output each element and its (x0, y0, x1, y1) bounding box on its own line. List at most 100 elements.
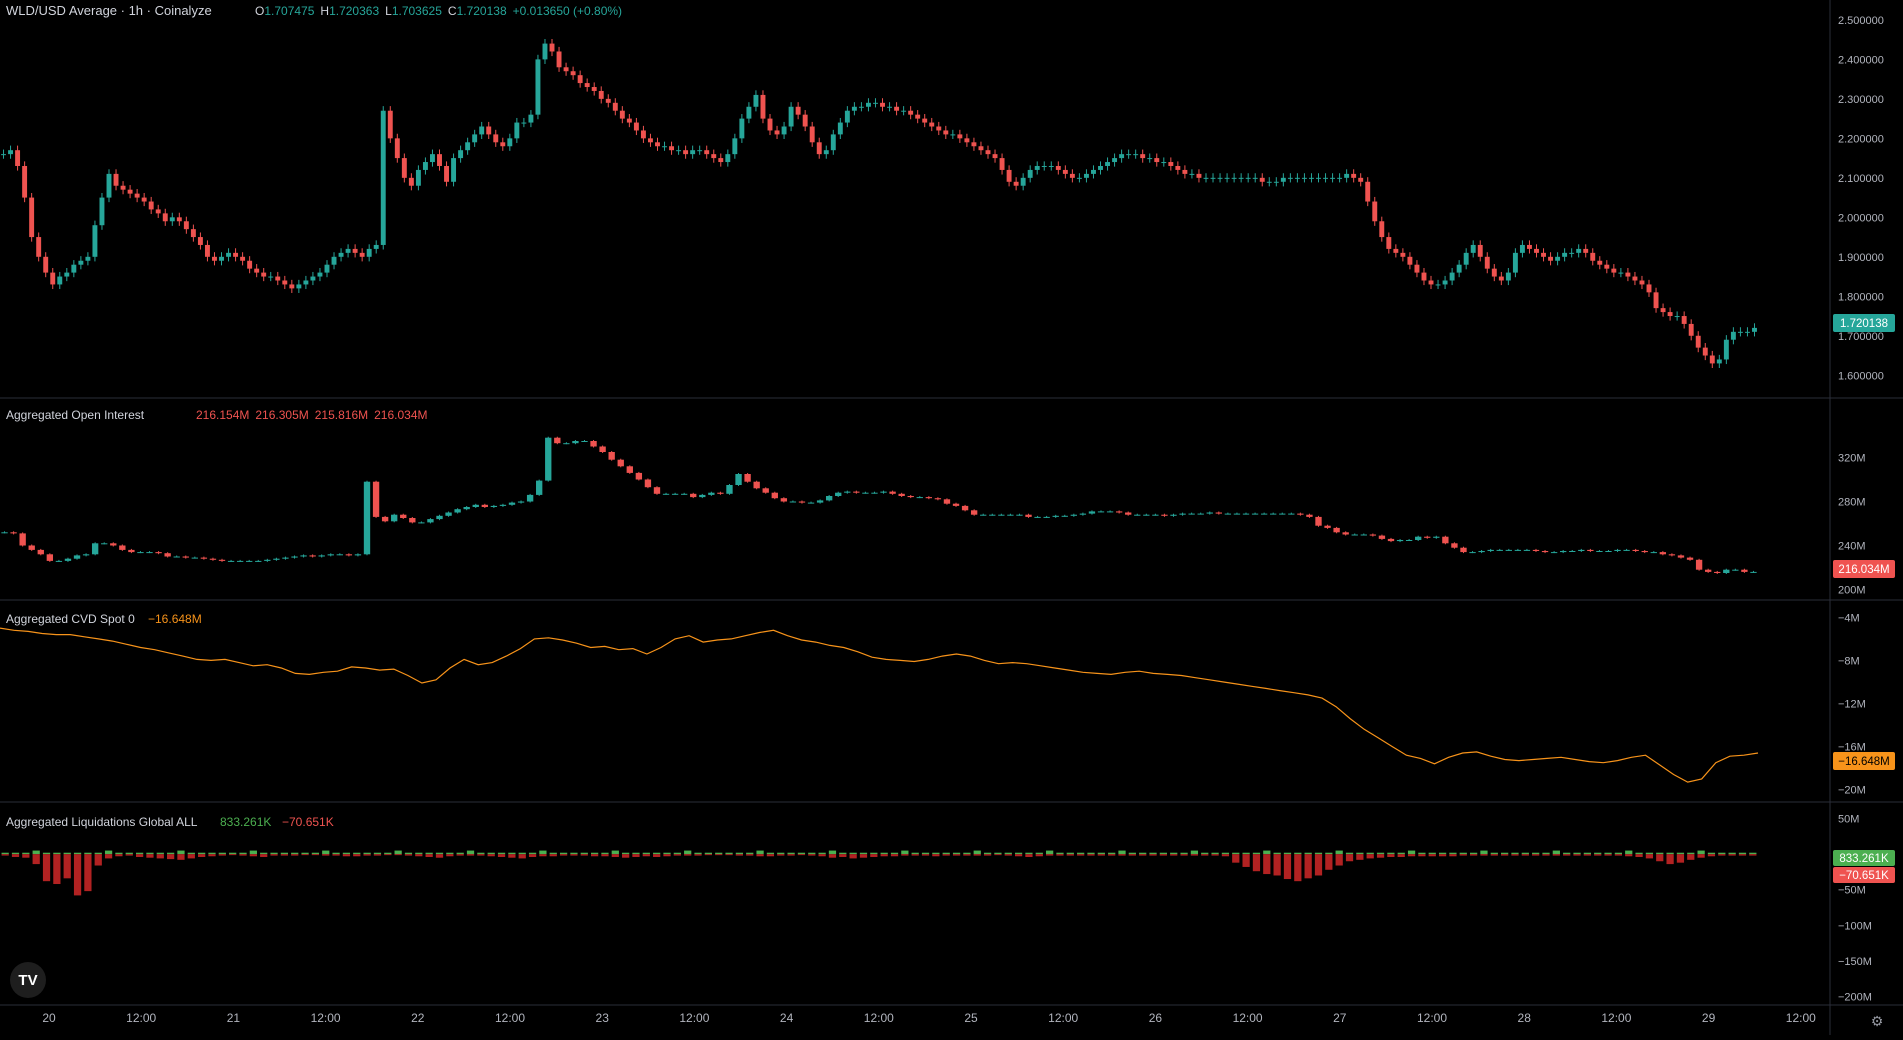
oi-candle (1641, 551, 1648, 553)
symbol-label[interactable]: WLD/USD Average · 1h · Coinalyze (6, 3, 212, 18)
liq-long-bar (1749, 852, 1757, 855)
price-tick-label: 2.500000 (1838, 15, 1884, 27)
liq-long-bar (673, 852, 681, 855)
price-candle (978, 146, 984, 151)
time-axis-label: 29 (1702, 1011, 1716, 1025)
oi-candle (554, 437, 561, 444)
tradingview-logo[interactable]: TV (10, 962, 46, 998)
price-candle (676, 150, 682, 152)
liq-long-bar (735, 852, 744, 855)
liq-title[interactable]: Aggregated Liquidations Global ALL (6, 815, 198, 829)
liq-short-bar (901, 854, 909, 856)
price-candle (430, 154, 435, 163)
price-candle (1730, 331, 1736, 340)
ohlc-close: 1.720138 (457, 4, 507, 18)
price-candle (1189, 173, 1195, 175)
oi-candle (1115, 511, 1123, 513)
price-candle (1646, 284, 1652, 293)
price-candle (1477, 244, 1483, 257)
oi-candle (835, 492, 842, 496)
liq-short-bar (270, 854, 278, 856)
oi-candle (10, 532, 17, 534)
liq-short-bar (1221, 854, 1230, 857)
price-candle (556, 51, 562, 68)
liq-short-bar (135, 854, 144, 857)
oi-candle (599, 446, 606, 452)
liq-long-bar (994, 852, 1002, 855)
price-candle (683, 150, 689, 155)
price-candle (1681, 316, 1687, 324)
price-candle (106, 173, 112, 198)
liq-long-bar (952, 852, 961, 855)
price-candle (816, 142, 822, 155)
liq-long-badge: 833.261K (1833, 850, 1895, 866)
liq-long-bar (1066, 852, 1074, 855)
liq-long-bar (1304, 852, 1312, 855)
oi-candle (1179, 513, 1186, 515)
liq-short-bar (1201, 854, 1209, 856)
price-candle (275, 276, 281, 281)
price-candle (1590, 252, 1596, 261)
liq-short-bar (1449, 854, 1457, 857)
price-candle (134, 193, 140, 198)
oi-candle (1333, 527, 1340, 533)
oi-candle (880, 491, 887, 493)
oi-candle (101, 543, 108, 545)
liq-short-bar (1273, 854, 1281, 876)
price-candle (64, 272, 70, 277)
price-candle (1062, 169, 1068, 174)
liq-long-bar (973, 850, 981, 855)
gear-icon[interactable]: ⚙ (1870, 1013, 1884, 1029)
price-candle (1484, 256, 1490, 269)
price-candle (1316, 177, 1321, 179)
liq-long-bar (1707, 852, 1716, 855)
liq-short-bar (1190, 854, 1199, 856)
liq-short-bar (1345, 854, 1354, 862)
liq-short-bar (497, 854, 506, 857)
liq-short-bar (1180, 854, 1188, 856)
liq-short-bar (435, 854, 444, 858)
oi-candle (82, 554, 90, 556)
price-candle (1618, 272, 1624, 274)
oi-candle (771, 492, 778, 499)
oi-candle (1152, 514, 1159, 516)
price-candle (851, 106, 857, 111)
price-candle (1442, 280, 1448, 285)
price-candle (1744, 331, 1750, 333)
price-candle (788, 106, 794, 127)
liq-long-bar (146, 852, 154, 855)
oi-candle (37, 549, 44, 555)
liq-short-bar (1139, 854, 1147, 856)
oi-candle (1043, 516, 1050, 518)
y-axes[interactable]: 2.500000 2.400000 2.300000 2.200000 2.100000… (1838, 15, 1884, 1004)
oi-candle (1569, 551, 1576, 552)
price-tick-label: 2.300000 (1838, 94, 1884, 106)
liq-short-bar (1552, 854, 1560, 856)
price-candle (1625, 272, 1631, 277)
oi-candle (1623, 549, 1630, 551)
oi-candle (508, 502, 516, 505)
oi-candle (1750, 571, 1757, 573)
oi-candle (1514, 549, 1522, 551)
cvd-title[interactable]: Aggregated CVD Spot 0 (6, 612, 135, 626)
liq-long-bar (777, 852, 785, 855)
time-axis-label: 22 (411, 1011, 425, 1025)
oi-value-open: 216.154M (196, 408, 249, 422)
liq-short-bar (684, 854, 692, 856)
liq-long-bar (1511, 852, 1519, 855)
price-candle (331, 256, 337, 265)
liq-long-bar (1459, 852, 1467, 855)
oi-candle (1741, 569, 1748, 572)
liq-long-bar (1097, 852, 1105, 855)
time-axis[interactable]: 20 12:00 21 12:00 22 12:00 23 12:00 24 12:00 25 12:… (42, 1011, 1816, 1025)
price-candle (22, 165, 28, 198)
liq-short-bar (839, 854, 847, 857)
price-candle (1723, 339, 1729, 360)
liq-long-bar (1438, 852, 1447, 855)
oi-title[interactable]: Aggregated Open Interest (6, 408, 145, 422)
liq-short-bar (1728, 854, 1736, 856)
liq-short-bar (1666, 854, 1674, 865)
